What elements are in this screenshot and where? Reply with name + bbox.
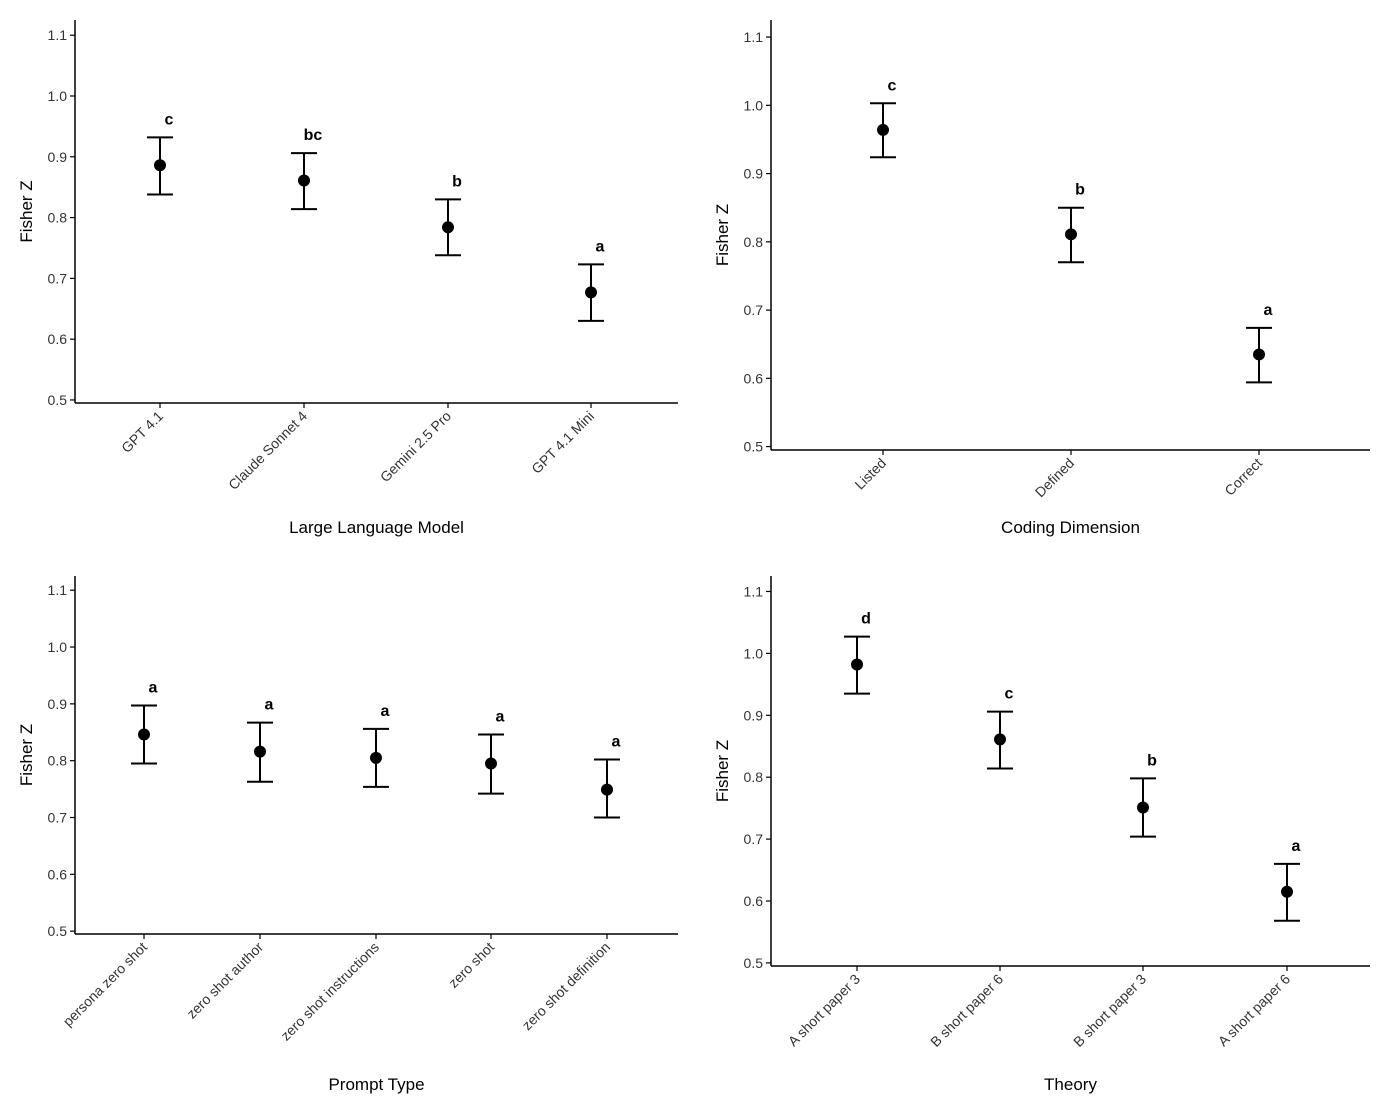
group-letter-label: a	[381, 703, 390, 720]
x-tick-label: B short paper 6	[927, 971, 1006, 1050]
y-tick-label: 0.8	[744, 234, 764, 250]
x-tick-label: A short paper 3	[785, 971, 864, 1050]
data-point	[154, 159, 166, 172]
data-point	[1253, 348, 1265, 361]
x-tick-label: zero shot definition	[519, 939, 613, 1033]
y-tick-label: 0.7	[744, 831, 764, 847]
y-tick-label: 1.0	[48, 639, 68, 655]
y-axis-title: Fisher Z	[17, 180, 36, 242]
y-axis-title: Fisher Z	[713, 204, 732, 266]
y-tick-label: 0.7	[48, 810, 68, 826]
y-tick-label: 0.9	[744, 166, 764, 182]
group-letter-label: a	[1264, 302, 1273, 319]
y-tick-label: 0.6	[744, 893, 764, 909]
y-tick-label: 1.0	[744, 97, 764, 113]
y-tick-label: 0.7	[744, 302, 764, 318]
x-axis-title: Theory	[1044, 1075, 1097, 1094]
data-point	[298, 174, 310, 187]
x-tick-label: GPT 4.1	[118, 408, 166, 456]
data-point	[1065, 228, 1077, 241]
group-letter-label: bc	[304, 127, 323, 144]
panel-4: 0.5 0.6 0.7 0.8 0.9 1.0 1.1 A short paper 3 d B s…	[713, 576, 1370, 1094]
x-tick-label: Listed	[851, 455, 889, 493]
panel-2: 0.5 0.6 0.7 0.8 0.9 1.0 1.1 Listed c Defined b Corr…	[713, 20, 1370, 537]
x-axis-title: Prompt Type	[328, 1075, 424, 1094]
y-tick-label: 1.1	[744, 583, 764, 599]
x-tick-label: persona zero shot	[60, 939, 151, 1030]
group-letter-label: b	[1075, 182, 1085, 199]
group-letter-label: c	[888, 77, 897, 94]
group-letter-label: b	[452, 173, 462, 190]
data-point	[601, 783, 613, 796]
group-letter-label: a	[1292, 838, 1301, 855]
panel-3: 0.5 0.6 0.7 0.8 0.9 1.0 1.1 persona zero shot a z…	[17, 576, 678, 1094]
y-tick-label: 0.6	[48, 331, 68, 347]
y-tick-label: 0.9	[48, 149, 68, 165]
y-tick-label: 0.9	[48, 696, 68, 712]
data-point	[485, 757, 497, 770]
y-tick-label: 0.8	[48, 753, 68, 769]
group-letter-label: b	[1147, 752, 1157, 769]
group-letter-label: c	[1005, 686, 1014, 703]
group-letter-label: a	[149, 680, 158, 697]
group-letter-label: c	[165, 111, 174, 128]
x-tick-label: Correct	[1221, 455, 1265, 499]
y-tick-label: 0.6	[744, 370, 764, 386]
group-letter-label: a	[496, 709, 505, 726]
data-point	[1281, 885, 1293, 898]
y-tick-label: 1.0	[48, 88, 68, 104]
y-tick-label: 0.8	[48, 210, 68, 226]
y-tick-label: 0.9	[744, 707, 764, 723]
data-point	[994, 733, 1006, 746]
y-tick-label: 0.5	[48, 392, 68, 408]
y-tick-label: 0.5	[744, 955, 764, 971]
x-axis-title: Large Language Model	[289, 518, 464, 537]
group-letter-label: d	[861, 611, 871, 628]
y-axis-title: Fisher Z	[713, 740, 732, 802]
group-letter-label: a	[265, 697, 274, 714]
y-tick-label: 0.6	[48, 866, 68, 882]
x-tick-label: zero shot instructions	[277, 939, 382, 1044]
x-tick-label: Gemini 2.5 Pro	[377, 408, 454, 485]
data-point	[442, 221, 454, 234]
x-tick-label: Defined	[1032, 455, 1077, 500]
y-tick-label: 0.8	[744, 769, 764, 785]
x-tick-label: A short paper 6	[1215, 971, 1294, 1050]
data-point	[585, 286, 597, 299]
x-axis-title: Coding Dimension	[1001, 518, 1140, 537]
y-axis-title: Fisher Z	[17, 724, 36, 786]
x-tick-label: Claude Sonnet 4	[225, 408, 310, 493]
x-tick-label: GPT 4.1 Mini	[528, 408, 597, 477]
data-point	[138, 728, 150, 741]
data-point	[877, 123, 889, 136]
data-point	[254, 745, 266, 758]
group-letter-label: a	[596, 238, 605, 255]
x-tick-label: zero shot	[445, 939, 497, 991]
group-letter-label: a	[612, 734, 621, 751]
y-tick-label: 1.0	[744, 645, 764, 661]
data-point	[370, 751, 382, 764]
data-point	[851, 658, 863, 671]
y-tick-label: 0.5	[744, 439, 764, 455]
data-point	[1137, 801, 1149, 814]
y-tick-label: 1.1	[48, 27, 68, 43]
x-tick-label: zero shot author	[183, 939, 266, 1022]
panel-1: 0.5 0.6 0.7 0.8 0.9 1.0 1.1 GPT 4.1 c Claude Sonn…	[17, 20, 678, 537]
y-tick-label: 1.1	[48, 582, 68, 598]
x-tick-label: B short paper 3	[1070, 971, 1149, 1050]
y-tick-label: 0.5	[48, 923, 68, 939]
y-tick-label: 0.7	[48, 270, 68, 286]
y-tick-label: 1.1	[744, 29, 764, 45]
